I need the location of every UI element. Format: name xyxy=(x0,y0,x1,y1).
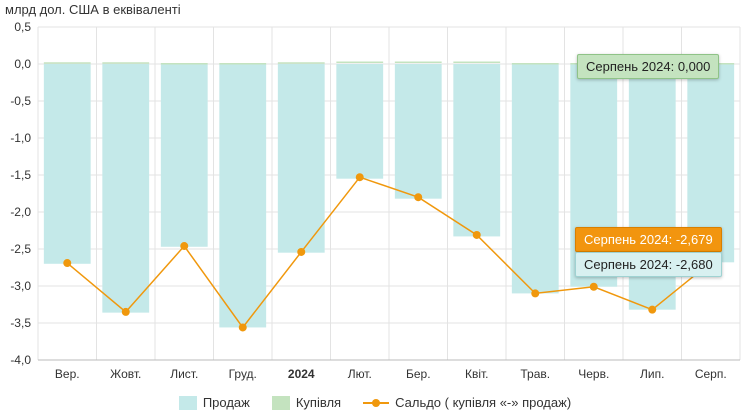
bar-sales xyxy=(219,64,267,328)
balance-point xyxy=(414,193,423,202)
bar-purchase xyxy=(160,63,208,65)
chart-legend: Продаж Купівля Сальдо ( купівля «-» прод… xyxy=(0,395,750,410)
axes: 0,5 0,0 -0,5 -1,0 -1,5 -2,0 -2,5 -3,0 -3,5 -4,0 Ве… xyxy=(10,20,740,381)
x-tick-label: Бер. xyxy=(406,367,431,381)
bar-sales xyxy=(394,64,442,199)
x-tick-label: Вер. xyxy=(55,367,80,381)
balance-point xyxy=(63,259,72,268)
balance-point xyxy=(531,289,540,298)
tooltip-purchase: Серпень 2024: 0,000 xyxy=(577,54,720,79)
legend-label-purchase: Купівля xyxy=(295,395,342,410)
balance-point xyxy=(472,230,481,239)
x-tick-label: Жовт. xyxy=(110,367,141,381)
balance-point xyxy=(121,307,130,316)
bar-sales xyxy=(102,64,150,313)
bar-sales xyxy=(43,64,91,264)
legend-swatch-sales xyxy=(178,395,197,410)
balance-point xyxy=(589,282,598,291)
x-tick-label: Трав. xyxy=(520,367,550,381)
x-tick-label: Серп. xyxy=(695,367,727,381)
legend-label-balance: Сальдо ( купівля «-» продаж) xyxy=(395,395,572,410)
x-tick-label: Лют. xyxy=(348,367,372,381)
y-tick-label: -2,5 xyxy=(10,242,31,256)
bar-sales xyxy=(277,64,325,253)
bar-sales xyxy=(160,64,208,247)
tooltip-sales: Серпень 2024: -2,680 xyxy=(575,252,722,277)
balance-point xyxy=(238,323,247,332)
bar-sales xyxy=(336,64,384,179)
y-tick-label: 0,0 xyxy=(14,57,31,71)
y-tick-label: -2,0 xyxy=(10,205,31,219)
balance-polyline xyxy=(66,176,712,329)
x-tick-label: Квіт. xyxy=(465,367,489,381)
bar-purchase xyxy=(102,62,150,64)
y-tick-label: -1,5 xyxy=(10,168,31,182)
bar-purchase xyxy=(453,61,501,64)
bars xyxy=(43,61,735,328)
bar-sales xyxy=(453,64,501,237)
x-tick-label: Черв. xyxy=(578,367,609,381)
x-tick-label: Груд. xyxy=(229,367,257,381)
legend-swatch-purchase xyxy=(271,395,290,410)
y-tick-label: -3,0 xyxy=(10,279,31,293)
y-tick-label: -0,5 xyxy=(10,94,31,108)
bar-purchase xyxy=(43,62,91,64)
x-tick-label: Лип. xyxy=(640,367,664,381)
y-tick-label: -1,0 xyxy=(10,131,31,145)
balance-point xyxy=(355,173,364,182)
bar-purchase xyxy=(336,61,384,64)
legend-swatch-balance xyxy=(363,397,390,409)
balance-point xyxy=(648,305,657,314)
bar-purchase xyxy=(511,63,559,65)
y-tick-label: -3,5 xyxy=(10,316,31,330)
legend-item-purchase[interactable]: Купівля xyxy=(271,395,342,410)
bar-purchase xyxy=(394,61,442,64)
y-axis-unit-label: млрд дол. США в еквіваленті xyxy=(5,2,181,17)
x-tick-label: 2024 xyxy=(288,367,315,381)
bar-sales xyxy=(511,64,559,294)
legend-item-balance[interactable]: Сальдо ( купівля «-» продаж) xyxy=(363,395,571,410)
tooltip-balance: Серпень 2024: -2,679 xyxy=(575,227,722,252)
bar-purchase xyxy=(277,62,325,64)
balance-point xyxy=(297,247,306,256)
bar-purchase xyxy=(219,63,267,65)
legend-label-sales: Продаж xyxy=(202,395,250,410)
x-tick-label: Лист. xyxy=(170,367,198,381)
legend-item-sales[interactable]: Продаж xyxy=(178,395,250,410)
balance-point xyxy=(180,242,189,251)
y-tick-label: -4,0 xyxy=(10,353,31,367)
y-tick-label: 0,5 xyxy=(14,20,31,34)
